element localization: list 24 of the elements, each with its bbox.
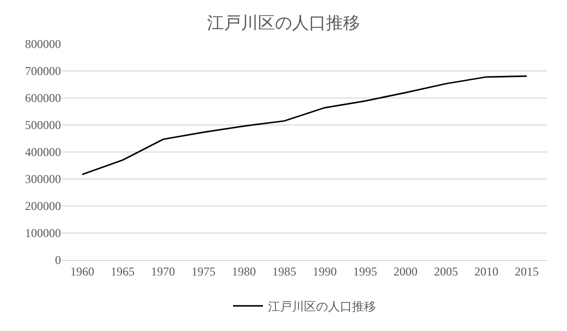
- x-tick-label: 1970: [151, 264, 176, 278]
- x-tick-label: 1960: [70, 264, 94, 278]
- y-tick-label: 400000: [25, 145, 61, 160]
- y-tick-label: 300000: [25, 172, 61, 186]
- x-tick-label: 1990: [312, 264, 337, 278]
- y-tick-label: 700000: [25, 64, 61, 78]
- x-tick-label: 2000: [394, 264, 418, 278]
- x-tick-label: 2005: [434, 264, 458, 278]
- x-tick-label: 1985: [272, 264, 296, 278]
- x-tick-label: 2015: [514, 264, 539, 278]
- y-tick-label: 0: [55, 253, 61, 268]
- legend-label: 江戸川区の人口推移: [268, 300, 376, 314]
- y-tick-label: 800000: [25, 37, 61, 52]
- y-tick-label: 100000: [25, 226, 61, 240]
- x-tick-label: 1975: [191, 264, 216, 278]
- x-tick-label: 1980: [232, 264, 256, 278]
- chart-title: 江戸川区の人口推移: [207, 13, 360, 32]
- x-tick-label: 1995: [353, 264, 378, 278]
- y-tick-label: 600000: [25, 91, 61, 106]
- x-tick-label: 2010: [474, 264, 498, 278]
- line-series: [81, 75, 528, 176]
- x-tick-label: 1965: [110, 264, 135, 278]
- y-tick-label: 500000: [25, 118, 61, 132]
- y-tick-label: 200000: [25, 199, 61, 214]
